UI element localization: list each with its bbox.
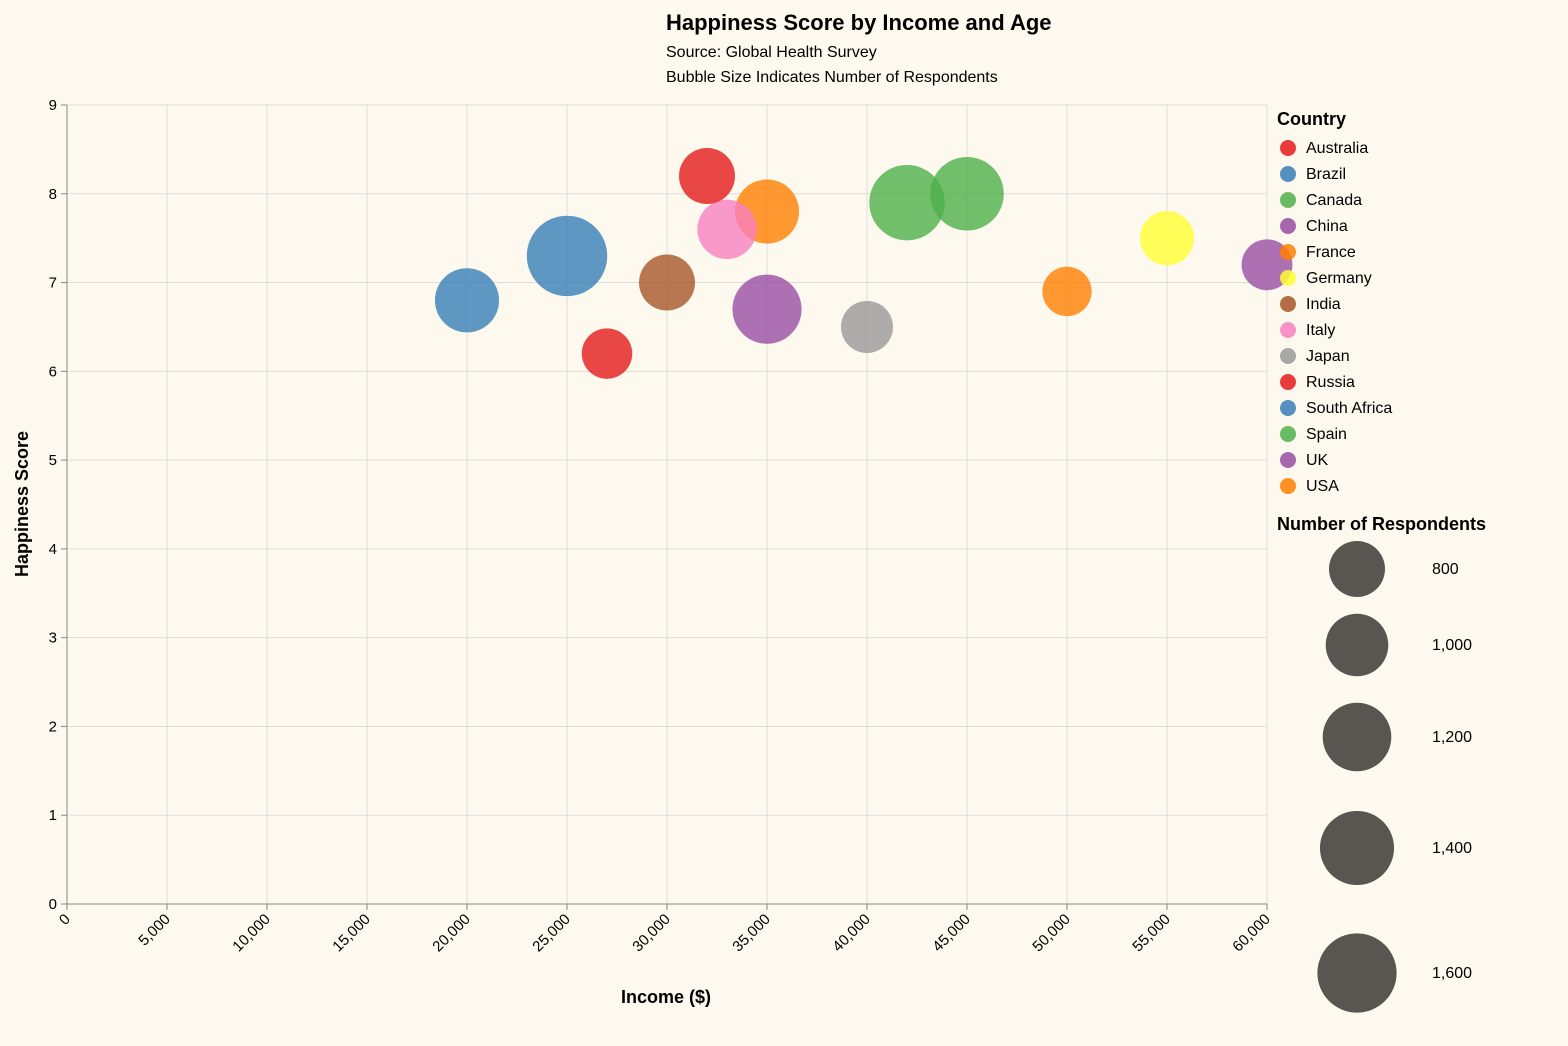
legend-swatch	[1280, 426, 1296, 442]
legend-swatch	[1280, 270, 1296, 286]
bubble-south-africa	[526, 215, 608, 297]
legend-size-label: 800	[1432, 561, 1459, 578]
legend-swatch	[1280, 322, 1296, 338]
y-axis-title: Happiness Score	[12, 431, 32, 577]
x-tick-label: 60,000	[1229, 911, 1273, 955]
bubble-uk	[1241, 239, 1293, 291]
legend-label-australia: Australia	[1306, 140, 1368, 157]
y-tick-label: 1	[49, 807, 57, 824]
legend-swatch	[1280, 218, 1296, 234]
bubble-australia	[679, 148, 735, 205]
bubble-india	[639, 254, 695, 311]
chart-subtitle-source: Source: Global Health Survey	[666, 44, 877, 61]
bubble-japan	[840, 300, 894, 353]
y-tick-label: 7	[49, 275, 57, 292]
legend-label-south-africa: South Africa	[1306, 400, 1392, 417]
legend-swatch	[1280, 348, 1296, 364]
bubble-canada	[930, 157, 1004, 231]
legend-country-title: Country	[1277, 109, 1346, 129]
x-tick-label: 5,000	[135, 911, 174, 950]
legend-swatch	[1280, 296, 1296, 312]
legend-label-italy: Italy	[1306, 322, 1335, 339]
legend: Country Australia Brazil Canada China France G…	[1277, 109, 1486, 1013]
legend-swatch	[1280, 400, 1296, 416]
bubble-germany	[1139, 211, 1195, 266]
legend-swatch	[1280, 166, 1296, 182]
bubble-brazil	[434, 268, 500, 333]
legend-label-germany: Germany	[1306, 270, 1372, 287]
x-axis-title: Income ($)	[621, 987, 711, 1007]
axes: 0 5,000 10,000 15,000 20,000 25,000 30,000 35,0…	[49, 97, 1274, 955]
x-tick-label: 15,000	[329, 911, 373, 955]
x-tick-label: 45,000	[929, 911, 973, 955]
y-tick-label: 6	[49, 363, 57, 380]
chart-subtitle-size-note: Bubble Size Indicates Number of Responde…	[666, 69, 998, 86]
legend-size-circle	[1319, 810, 1395, 886]
legend-swatch	[1280, 478, 1296, 494]
chart-title: Happiness Score by Income and Age	[666, 10, 1052, 35]
y-tick-label: 3	[49, 630, 57, 647]
bubble-italy	[697, 199, 757, 259]
bubble-usa	[1042, 266, 1092, 317]
legend-label-china: China	[1306, 218, 1348, 235]
legend-label-uk: UK	[1306, 452, 1329, 469]
legend-label-france: France	[1306, 244, 1356, 261]
x-tick-label: 55,000	[1129, 911, 1173, 955]
legend-label-russia: Russia	[1306, 374, 1355, 391]
legend-size-label: 1,000	[1432, 637, 1472, 654]
x-tick-label: 35,000	[729, 911, 773, 955]
legend-label-brazil: Brazil	[1306, 166, 1346, 183]
legend-swatch	[1280, 140, 1296, 156]
legend-label-india: India	[1306, 296, 1341, 313]
x-tick-label: 25,000	[529, 911, 573, 955]
x-tick-label: 50,000	[1029, 911, 1073, 955]
bubble-russia	[581, 328, 633, 379]
grid-lines	[66, 104, 1268, 905]
legend-swatch	[1280, 374, 1296, 390]
legend-size-circle	[1322, 702, 1392, 772]
legend-size-label: 1,200	[1432, 729, 1472, 746]
legend-size-circle	[1325, 613, 1389, 677]
legend-size-circle	[1317, 933, 1397, 1013]
legend-label-spain: Spain	[1306, 426, 1347, 443]
legend-label-usa: USA	[1306, 478, 1339, 495]
y-tick-label: 4	[49, 541, 57, 558]
legend-swatch	[1280, 192, 1296, 208]
y-tick-label: 0	[49, 896, 57, 913]
x-tick-label: 0	[56, 911, 74, 929]
y-tick-label: 5	[49, 452, 57, 469]
bubble-china	[732, 274, 802, 344]
y-tick-label: 9	[49, 97, 57, 114]
legend-swatch	[1280, 452, 1296, 468]
data-points	[434, 148, 1293, 379]
y-tick-label: 2	[49, 718, 57, 735]
legend-swatch	[1280, 244, 1296, 260]
legend-size-title: Number of Respondents	[1277, 514, 1486, 534]
x-tick-label: 20,000	[429, 911, 473, 955]
x-tick-label: 40,000	[829, 911, 873, 955]
x-tick-label: 10,000	[229, 911, 273, 955]
legend-size-label: 1,600	[1432, 965, 1472, 982]
legend-size-circle	[1329, 541, 1385, 597]
x-tick-label: 30,000	[629, 911, 673, 955]
legend-label-japan: Japan	[1306, 348, 1350, 365]
legend-size-label: 1,400	[1432, 840, 1472, 857]
y-tick-label: 8	[49, 186, 57, 203]
legend-label-canada: Canada	[1306, 192, 1362, 209]
bubble-spain	[869, 164, 945, 241]
